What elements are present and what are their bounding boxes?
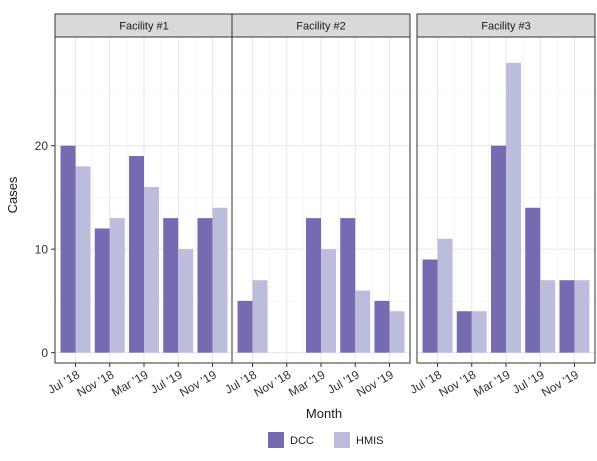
bar-dcc [237,300,253,353]
legend: DCC HMIS [268,432,384,448]
x-tick-label: Nov '19 [354,367,396,399]
y-tick-label: 20 [35,139,49,153]
bar-dcc [559,280,575,353]
bar-hmis [506,62,521,353]
y-axis-title: Cases [5,176,20,213]
facet-strip-label: Facility #1 [119,21,169,33]
bar-hmis [144,187,159,353]
bar-dcc [60,145,76,353]
legend-label-hmis: HMIS [356,435,384,447]
bar-hmis [540,280,556,353]
bar-hmis [178,249,194,353]
bar-dcc [374,300,390,353]
y-tick-label: 0 [41,346,48,360]
bar-dcc [94,228,110,353]
bar-hmis [252,280,268,353]
bar-hmis [355,290,371,353]
x-tick-label: Nov '19 [177,367,219,399]
bar-dcc [525,207,541,353]
bar-hmis [471,311,487,353]
x-tick-label: Mar '19 [109,367,151,399]
y-axis: 0 10 20 [35,139,55,360]
y-tick-label: 10 [35,243,49,257]
facet-strip-label: Facility #3 [481,21,531,33]
bar-hmis [437,238,453,353]
bar-dcc [129,156,144,353]
bar-hmis [75,166,91,353]
bar-dcc [306,218,321,353]
bar-hmis [574,280,590,353]
bar-hmis [389,311,405,353]
x-tick-label: Nov '19 [539,367,581,399]
legend-swatch-dcc [268,432,284,448]
x-axis-title: Month [306,406,342,421]
bar-hmis [212,207,228,353]
bar-dcc [422,259,438,353]
x-tick-label: Mar '19 [471,367,513,399]
x-tick-label: Nov '18 [436,367,478,399]
x-tick-label: Mar '19 [286,367,328,399]
legend-label-dcc: DCC [290,435,314,447]
bar-dcc [163,218,179,353]
bar-hmis [321,249,336,353]
bar-dcc [197,218,213,353]
x-tick-label: Nov '18 [251,367,293,399]
bar-dcc [340,218,356,353]
bar-dcc [456,311,472,353]
bar-dcc [491,145,506,353]
x-tick-label: Nov '18 [74,367,116,399]
bar-hmis [109,218,125,353]
facet-strip-label: Facility #2 [296,21,346,33]
legend-swatch-hmis [334,432,350,448]
